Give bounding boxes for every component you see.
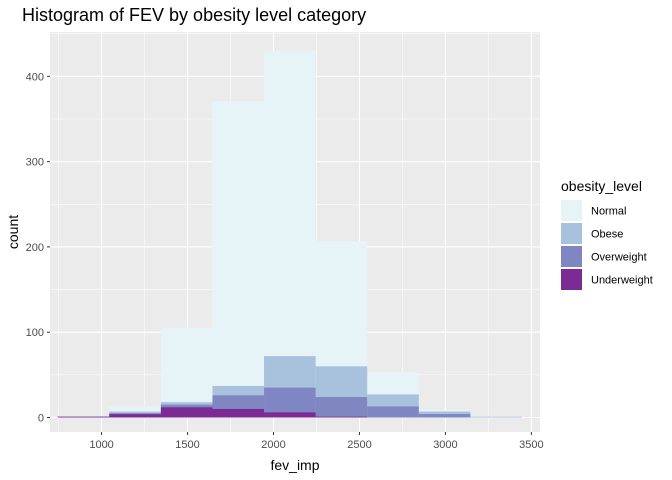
legend-key-overweight xyxy=(561,246,582,267)
legend-key-obese xyxy=(561,223,582,244)
y-tick-label: 200 xyxy=(26,242,44,254)
x-tick-label: 1500 xyxy=(175,439,199,451)
y-tick-label: 100 xyxy=(26,327,44,339)
y-tick-label: 300 xyxy=(26,157,44,169)
x-tick-label: 2000 xyxy=(261,439,285,451)
bar-overweight xyxy=(367,406,419,418)
legend: obesity_level Normal Obese Overweight Under… xyxy=(561,178,653,290)
legend-label-underweight: Underweight xyxy=(591,275,653,287)
x-tick-label: 3500 xyxy=(519,439,543,451)
x-tick-label: 3000 xyxy=(433,439,457,451)
x-axis-title: fev_imp xyxy=(270,457,319,473)
legend-key-underweight xyxy=(561,269,582,290)
bar-underweight xyxy=(264,412,316,418)
legend-title: obesity_level xyxy=(561,178,642,194)
x-tick-label: 2500 xyxy=(347,439,371,451)
bar-underweight xyxy=(315,416,368,418)
legend-key-normal xyxy=(561,200,582,221)
legend-label-normal: Normal xyxy=(591,206,626,218)
y-tick-label: 0 xyxy=(38,413,44,425)
bar-underweight xyxy=(212,408,265,418)
y-tick-label: 400 xyxy=(26,71,44,83)
legend-label-obese: Obese xyxy=(591,229,623,241)
bar-obese xyxy=(470,416,522,418)
bar-overweight xyxy=(418,414,471,418)
bar-underweight xyxy=(57,416,110,418)
histogram-bars xyxy=(57,50,522,418)
axis-ticks: 1000 1500 2000 2500 3000 3500 0 100 200 300 400 xyxy=(26,71,544,451)
chart-title: Histogram of FEV by obesity level catego… xyxy=(22,5,366,25)
bar-overweight xyxy=(315,397,368,418)
legend-label-overweight: Overweight xyxy=(591,252,647,264)
y-axis-title: count xyxy=(5,215,21,249)
x-tick-label: 1000 xyxy=(89,439,113,451)
bar-underweight xyxy=(109,414,161,418)
bar-underweight xyxy=(160,407,213,418)
legend-items: Normal Obese Overweight Underweight xyxy=(561,200,653,290)
bar-normal xyxy=(212,101,265,418)
